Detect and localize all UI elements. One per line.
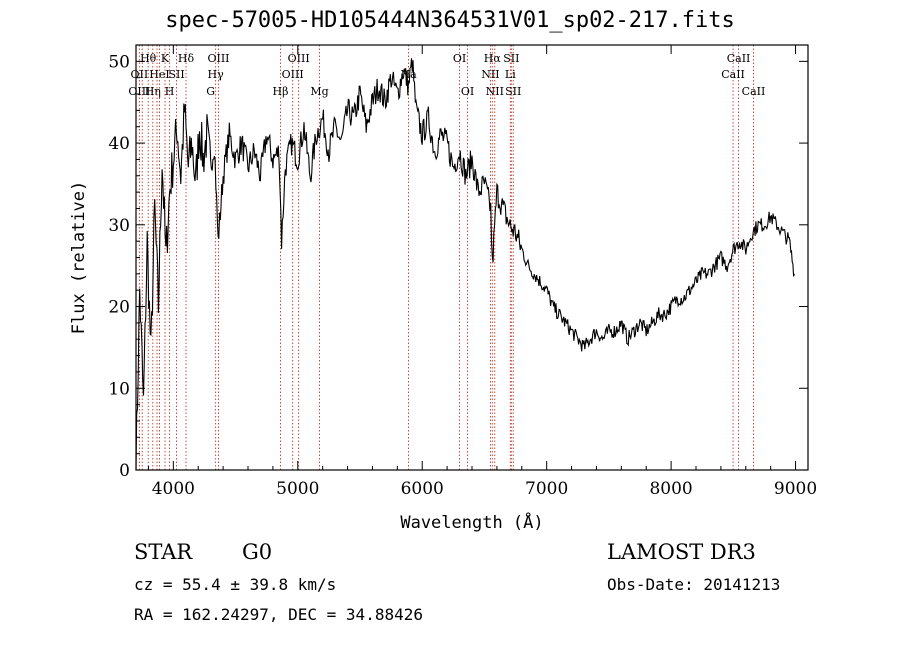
x-tick-label: 8000 bbox=[649, 479, 692, 499]
line-label: HeI bbox=[149, 68, 169, 81]
plot-frame bbox=[135, 44, 809, 471]
line-label: SII bbox=[503, 52, 519, 65]
x-axis-label: Wavelength (Å) bbox=[400, 511, 543, 533]
object-subclass: G0 bbox=[242, 540, 273, 564]
line-label: Hβ bbox=[273, 85, 289, 98]
spectrum-line bbox=[135, 58, 795, 471]
x-tick-label: 6000 bbox=[401, 479, 444, 499]
line-label: CaII bbox=[727, 52, 751, 65]
y-tick-label: 30 bbox=[108, 216, 130, 236]
obs-date: Obs-Date: 20141213 bbox=[607, 575, 781, 594]
line-label: Hγ bbox=[208, 68, 225, 81]
y-axis-label: Flux (relative) bbox=[69, 181, 89, 335]
line-label: Li bbox=[505, 68, 516, 81]
spectrum-series bbox=[135, 58, 795, 471]
line-label: H bbox=[165, 85, 175, 98]
emission-line-markers bbox=[138, 45, 754, 470]
y-tick-label: 10 bbox=[108, 379, 130, 399]
y-tick-label: 40 bbox=[108, 134, 130, 154]
coordinates: RA = 162.24297, DEC = 34.88426 bbox=[134, 605, 423, 624]
line-label: CaII bbox=[721, 68, 745, 81]
line-label: OIII bbox=[128, 85, 150, 98]
line-label: OII bbox=[131, 68, 149, 81]
line-label: SII bbox=[505, 85, 521, 98]
line-label: Mg bbox=[310, 85, 328, 98]
line-label: SII bbox=[168, 68, 184, 81]
y-tick-label: 0 bbox=[119, 461, 130, 481]
line-label: Na bbox=[400, 68, 417, 81]
line-label: NII bbox=[481, 68, 499, 81]
line-label: Hη bbox=[145, 85, 161, 98]
y-tick-label: 20 bbox=[108, 298, 130, 318]
line-label: OI bbox=[461, 85, 474, 98]
line-label: OI bbox=[453, 52, 466, 65]
x-tick-label: 9000 bbox=[774, 479, 817, 499]
redshift-cz: cz = 55.4 ± 39.8 km/s bbox=[134, 575, 337, 594]
line-label: OIII bbox=[282, 68, 304, 81]
x-tick-label: 7000 bbox=[525, 479, 568, 499]
line-label: Hα bbox=[484, 52, 502, 65]
axis-ticks: 4000 5000 6000 7000 8000 9000 0 10 20 30 40 50 bbox=[108, 45, 817, 499]
line-label: Hδ bbox=[178, 52, 195, 65]
y-tick-label: 50 bbox=[108, 52, 130, 72]
line-label: OIII bbox=[288, 52, 310, 65]
line-label: NII bbox=[486, 85, 504, 98]
line-label: G bbox=[206, 85, 215, 98]
x-tick-label: 5000 bbox=[276, 479, 319, 499]
x-tick-label: 4000 bbox=[152, 479, 195, 499]
line-label: CaII bbox=[742, 85, 766, 98]
chart-title: spec-57005-HD105444N364531V01_sp02-217.f… bbox=[165, 8, 735, 33]
survey-name: LAMOST DR3 bbox=[607, 540, 756, 564]
object-class: STAR bbox=[134, 540, 193, 564]
line-label: K bbox=[161, 52, 170, 65]
line-label: Hθ bbox=[140, 52, 157, 65]
line-label: OIII bbox=[207, 52, 229, 65]
